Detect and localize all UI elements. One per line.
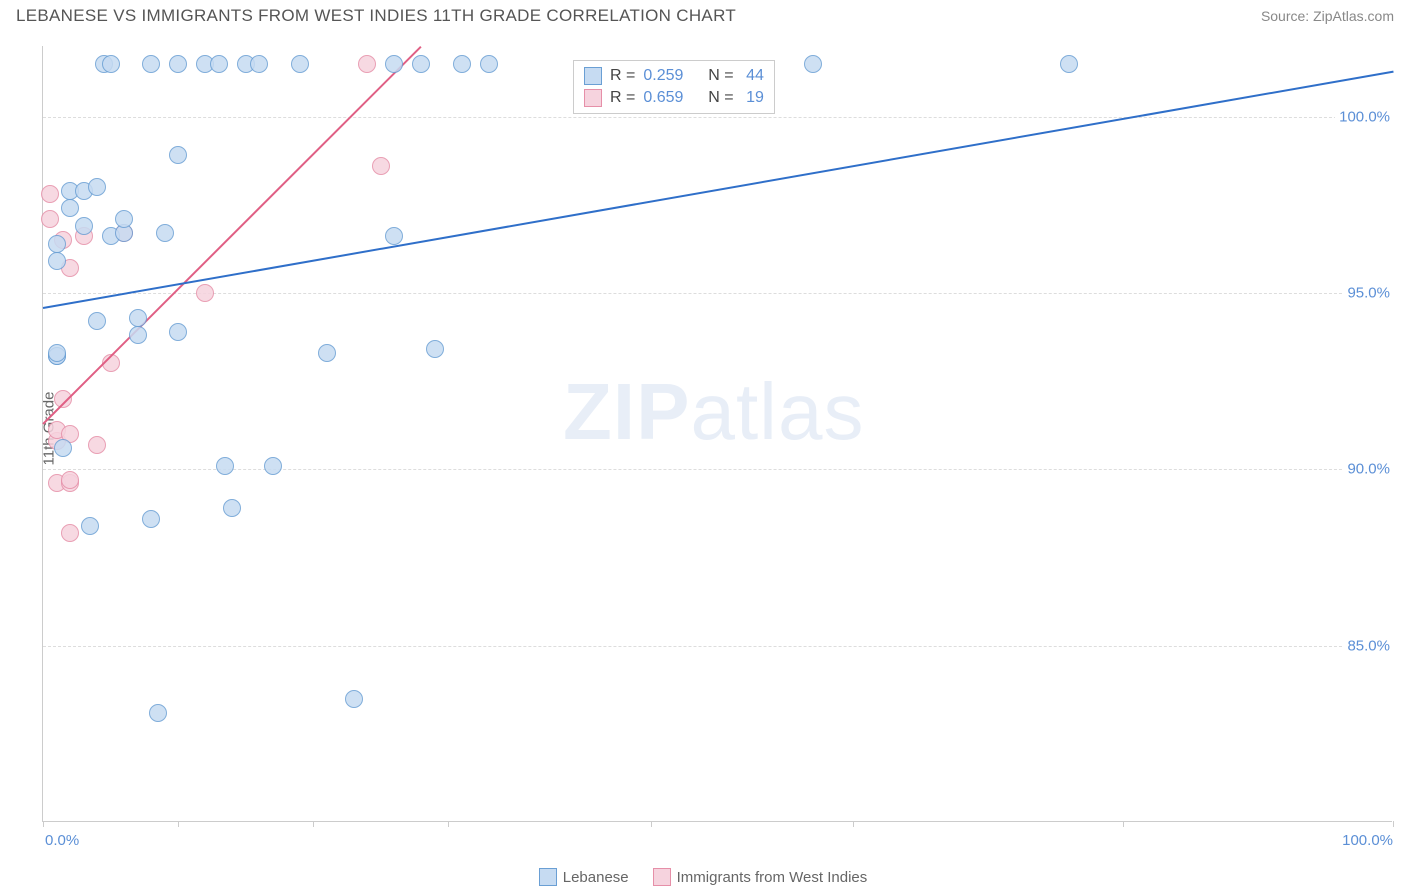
data-point-lebanese	[1060, 55, 1078, 73]
y-tick-label: 85.0%	[1343, 637, 1394, 654]
chart-title: LEBANESE VS IMMIGRANTS FROM WEST INDIES …	[16, 6, 736, 26]
data-point-lebanese	[169, 323, 187, 341]
source-label: Source: ZipAtlas.com	[1261, 8, 1394, 24]
x-tick-label: 0.0%	[45, 832, 79, 849]
data-point-lebanese	[88, 312, 106, 330]
x-tick	[853, 821, 854, 827]
data-point-lebanese	[210, 55, 228, 73]
y-tick-label: 100.0%	[1335, 108, 1394, 125]
x-tick	[651, 821, 652, 827]
legend-swatch-icon	[539, 868, 557, 886]
data-point-lebanese	[75, 217, 93, 235]
data-point-lebanese	[156, 224, 174, 242]
data-point-lebanese	[81, 517, 99, 535]
x-tick-label: 100.0%	[1342, 832, 1393, 849]
data-point-lebanese	[318, 344, 336, 362]
legend-label: Lebanese	[563, 869, 629, 886]
data-point-lebanese	[48, 252, 66, 270]
data-point-lebanese	[804, 55, 822, 73]
data-point-lebanese	[115, 210, 133, 228]
data-point-lebanese	[142, 510, 160, 528]
gridline	[43, 469, 1392, 470]
legend-item-lebanese: Lebanese	[539, 868, 629, 886]
y-tick-label: 95.0%	[1343, 284, 1394, 301]
data-point-lebanese	[385, 55, 403, 73]
data-point-lebanese	[453, 55, 471, 73]
x-tick	[178, 821, 179, 827]
data-point-west-indies	[41, 185, 59, 203]
data-point-lebanese	[426, 340, 444, 358]
data-point-lebanese	[48, 235, 66, 253]
data-point-lebanese	[142, 55, 160, 73]
x-tick	[1123, 821, 1124, 827]
legend-label: Immigrants from West Indies	[677, 869, 868, 886]
gridline	[43, 646, 1392, 647]
gridline	[43, 293, 1392, 294]
legend-swatch-icon	[653, 868, 671, 886]
data-point-west-indies	[61, 471, 79, 489]
data-point-lebanese	[264, 457, 282, 475]
stats-box: R =0.259 N = 44R =0.659 N = 19	[573, 60, 775, 114]
bottom-legend: Lebanese Immigrants from West Indies	[0, 868, 1406, 886]
data-point-lebanese	[169, 55, 187, 73]
data-point-lebanese	[385, 227, 403, 245]
header: LEBANESE VS IMMIGRANTS FROM WEST INDIES …	[0, 0, 1406, 30]
stats-row: R =0.659 N = 19	[584, 87, 764, 109]
data-point-lebanese	[169, 146, 187, 164]
watermark: ZIPatlas	[563, 366, 864, 458]
data-point-lebanese	[216, 457, 234, 475]
data-point-lebanese	[345, 690, 363, 708]
gridline	[43, 117, 1392, 118]
data-point-west-indies	[61, 524, 79, 542]
data-point-lebanese	[54, 439, 72, 457]
scatter-chart: ZIPatlas 85.0%90.0%95.0%100.0%0.0%100.0%…	[42, 46, 1392, 822]
data-point-west-indies	[372, 157, 390, 175]
x-tick	[1393, 821, 1394, 827]
x-tick	[448, 821, 449, 827]
data-point-lebanese	[149, 704, 167, 722]
x-tick	[313, 821, 314, 827]
data-point-lebanese	[223, 499, 241, 517]
data-point-west-indies	[41, 210, 59, 228]
stats-swatch-icon	[584, 89, 602, 107]
data-point-west-indies	[358, 55, 376, 73]
stats-swatch-icon	[584, 67, 602, 85]
data-point-lebanese	[88, 178, 106, 196]
x-tick	[43, 821, 44, 827]
data-point-lebanese	[412, 55, 430, 73]
y-tick-label: 90.0%	[1343, 461, 1394, 478]
data-point-west-indies	[196, 284, 214, 302]
data-point-lebanese	[480, 55, 498, 73]
data-point-lebanese	[129, 326, 147, 344]
stats-row: R =0.259 N = 44	[584, 65, 764, 87]
data-point-lebanese	[291, 55, 309, 73]
data-point-lebanese	[48, 344, 66, 362]
trend-line-west-indies	[42, 46, 421, 425]
legend-item-west-indies: Immigrants from West Indies	[653, 868, 868, 886]
data-point-lebanese	[129, 309, 147, 327]
data-point-west-indies	[88, 436, 106, 454]
data-point-lebanese	[102, 55, 120, 73]
data-point-lebanese	[250, 55, 268, 73]
data-point-lebanese	[61, 199, 79, 217]
